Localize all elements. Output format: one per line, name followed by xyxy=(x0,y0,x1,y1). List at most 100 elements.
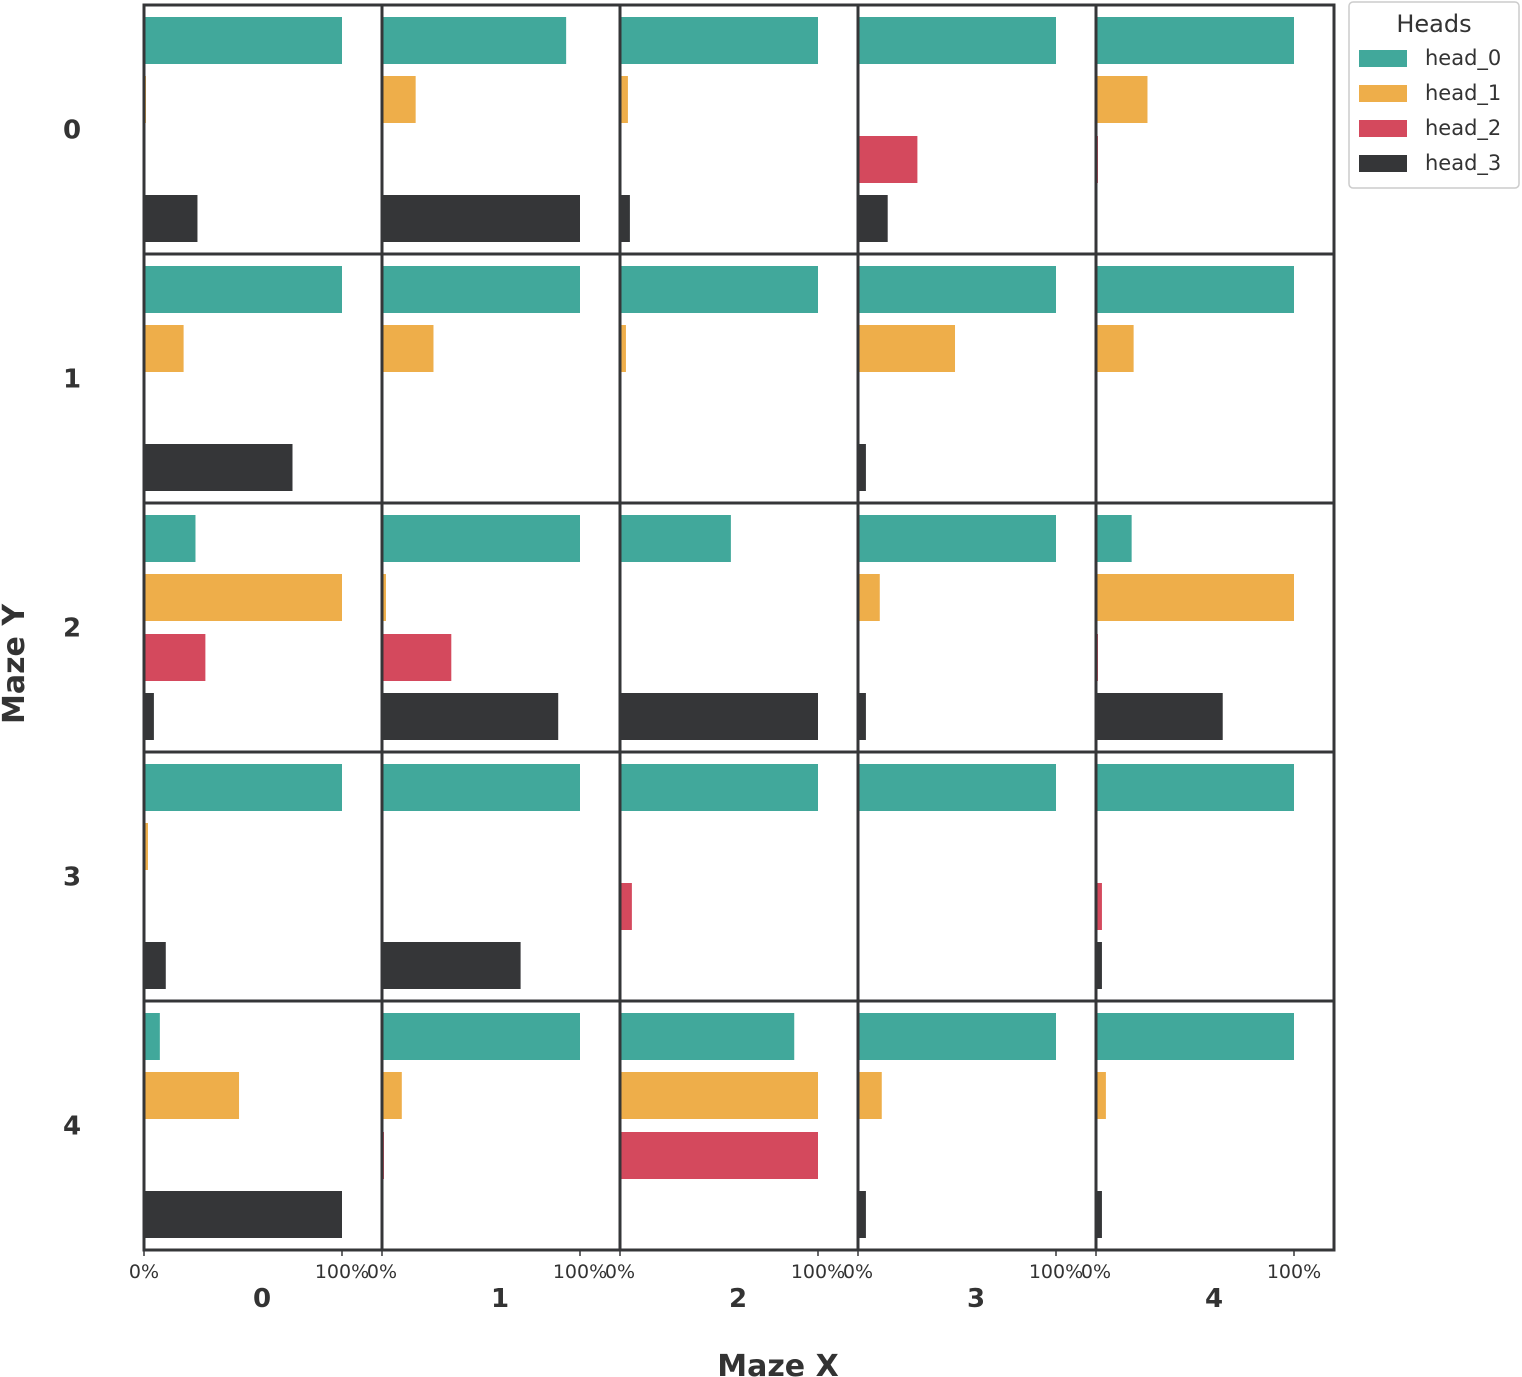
bar-y2-x4-head_1 xyxy=(1096,574,1294,621)
bar-y1-x4-head_0 xyxy=(1096,266,1294,313)
bar-y4-x2-head_2 xyxy=(620,1132,818,1179)
x-category-label: 3 xyxy=(967,1284,985,1314)
x-tick-label: 100% xyxy=(1029,1261,1083,1283)
x-tick-label: 0% xyxy=(605,1261,635,1283)
legend-swatch-head_2 xyxy=(1359,120,1407,137)
bar-y3-x4-head_2 xyxy=(1096,883,1102,930)
x-category-label: 0 xyxy=(253,1284,271,1314)
bar-y4-x4-head_0 xyxy=(1096,1013,1294,1060)
bar-y1-x2-head_0 xyxy=(620,266,818,313)
bar-y2-x0-head_2 xyxy=(144,634,206,681)
bar-y3-x2-head_2 xyxy=(620,883,632,930)
bar-y2-x4-head_3 xyxy=(1096,693,1223,740)
x-tick-label: 100% xyxy=(553,1261,607,1283)
bar-y4-x2-head_1 xyxy=(620,1072,818,1119)
bar-y4-x4-head_3 xyxy=(1096,1191,1102,1238)
x-tick-label: 0% xyxy=(1081,1261,1111,1283)
bar-y2-x3-head_0 xyxy=(858,515,1056,562)
bar-y4-x3-head_3 xyxy=(858,1191,866,1238)
x-tick-label: 100% xyxy=(315,1261,369,1283)
bar-y0-x4-head_0 xyxy=(1096,17,1294,64)
legend-label-head_2: head_2 xyxy=(1425,116,1501,141)
bar-y2-x2-head_0 xyxy=(620,515,731,562)
bar-y4-x1-head_1 xyxy=(382,1072,402,1119)
bar-y0-x0-head_3 xyxy=(144,195,198,242)
bar-y3-x0-head_3 xyxy=(144,942,166,989)
x-tick-label: 100% xyxy=(1267,1261,1321,1283)
bar-y4-x1-head_0 xyxy=(382,1013,580,1060)
bar-y2-x1-head_3 xyxy=(382,693,559,740)
bar-y2-x2-head_3 xyxy=(620,693,818,740)
y-axis-title: Maze Y xyxy=(0,603,32,724)
x-tick-label: 100% xyxy=(791,1261,845,1283)
x-tick-label: 0% xyxy=(367,1261,397,1283)
bar-y0-x4-head_1 xyxy=(1096,76,1148,123)
bar-y2-x4-head_0 xyxy=(1096,515,1132,562)
bar-y1-x0-head_3 xyxy=(144,444,293,491)
bar-y3-x2-head_0 xyxy=(620,764,818,811)
bar-y3-x0-head_0 xyxy=(144,764,342,811)
bar-y0-x2-head_1 xyxy=(620,76,628,123)
bar-y0-x1-head_0 xyxy=(382,17,567,64)
legend-title: Heads xyxy=(1396,10,1471,38)
bar-y3-x0-head_1 xyxy=(144,823,148,870)
bar-y0-x2-head_0 xyxy=(620,17,818,64)
bar-y1-x0-head_1 xyxy=(144,325,184,372)
bar-y3-x4-head_0 xyxy=(1096,764,1294,811)
bar-y2-x3-head_3 xyxy=(858,693,866,740)
bar-y1-x3-head_3 xyxy=(858,444,866,491)
bar-y3-x3-head_0 xyxy=(858,764,1056,811)
y-category-label: 2 xyxy=(63,614,81,644)
x-tick-label: 0% xyxy=(129,1261,159,1283)
legend: Heads head_0 head_1 head_2 head_3 xyxy=(1348,1,1520,189)
bar-y3-x4-head_3 xyxy=(1096,942,1102,989)
bar-y1-x3-head_1 xyxy=(858,325,956,372)
legend-frame xyxy=(1348,1,1520,189)
bar-y2-x0-head_3 xyxy=(144,693,154,740)
bar-y3-x1-head_0 xyxy=(382,764,580,811)
bar-y0-x2-head_3 xyxy=(620,195,630,242)
legend-label-head_1: head_1 xyxy=(1425,81,1501,106)
y-category-label: 0 xyxy=(63,116,81,146)
legend-swatch-head_0 xyxy=(1359,50,1407,67)
bar-y2-x3-head_1 xyxy=(858,574,880,621)
x-category-label: 2 xyxy=(729,1284,747,1314)
bar-y1-x0-head_0 xyxy=(144,266,342,313)
bar-y0-x0-head_0 xyxy=(144,17,342,64)
bar-y4-x4-head_1 xyxy=(1096,1072,1106,1119)
bar-y4-x2-head_0 xyxy=(620,1013,795,1060)
bar-y2-x0-head_1 xyxy=(144,574,342,621)
bar-y1-x3-head_0 xyxy=(858,266,1056,313)
bar-y2-x0-head_0 xyxy=(144,515,196,562)
bar-y0-x1-head_1 xyxy=(382,76,416,123)
legend-label-head_3: head_3 xyxy=(1425,151,1501,176)
bar-y4-x0-head_3 xyxy=(144,1191,342,1238)
y-category-label: 1 xyxy=(63,365,81,395)
bar-y0-x3-head_3 xyxy=(858,195,888,242)
y-category-label: 3 xyxy=(63,863,81,893)
bar-y0-x1-head_3 xyxy=(382,195,580,242)
x-category-label: 4 xyxy=(1205,1284,1223,1314)
bar-y2-x1-head_2 xyxy=(382,634,452,681)
bar-y1-x4-head_1 xyxy=(1096,325,1134,372)
bar-y0-x3-head_0 xyxy=(858,17,1056,64)
bar-y1-x2-head_1 xyxy=(620,325,626,372)
panel-frames xyxy=(142,3,1336,1252)
bar-y0-x3-head_2 xyxy=(858,136,918,183)
bar-y2-x1-head_0 xyxy=(382,515,580,562)
x-category-label: 1 xyxy=(491,1284,509,1314)
bar-y1-x1-head_1 xyxy=(382,325,434,372)
panel-frame-y4-x4 xyxy=(1094,999,1336,1252)
legend-swatch-head_1 xyxy=(1359,85,1407,102)
legend-swatch-head_3 xyxy=(1359,155,1407,172)
bar-y4-x3-head_1 xyxy=(858,1072,882,1119)
bar-y2-x1-head_1 xyxy=(382,574,386,621)
bar-y4-x3-head_0 xyxy=(858,1013,1056,1060)
x-axis-title: Maze X xyxy=(717,1349,838,1377)
bar-y3-x1-head_3 xyxy=(382,942,521,989)
x-tick-label: 0% xyxy=(843,1261,873,1283)
bar-y4-x0-head_0 xyxy=(144,1013,160,1060)
bar-y4-x0-head_1 xyxy=(144,1072,240,1119)
